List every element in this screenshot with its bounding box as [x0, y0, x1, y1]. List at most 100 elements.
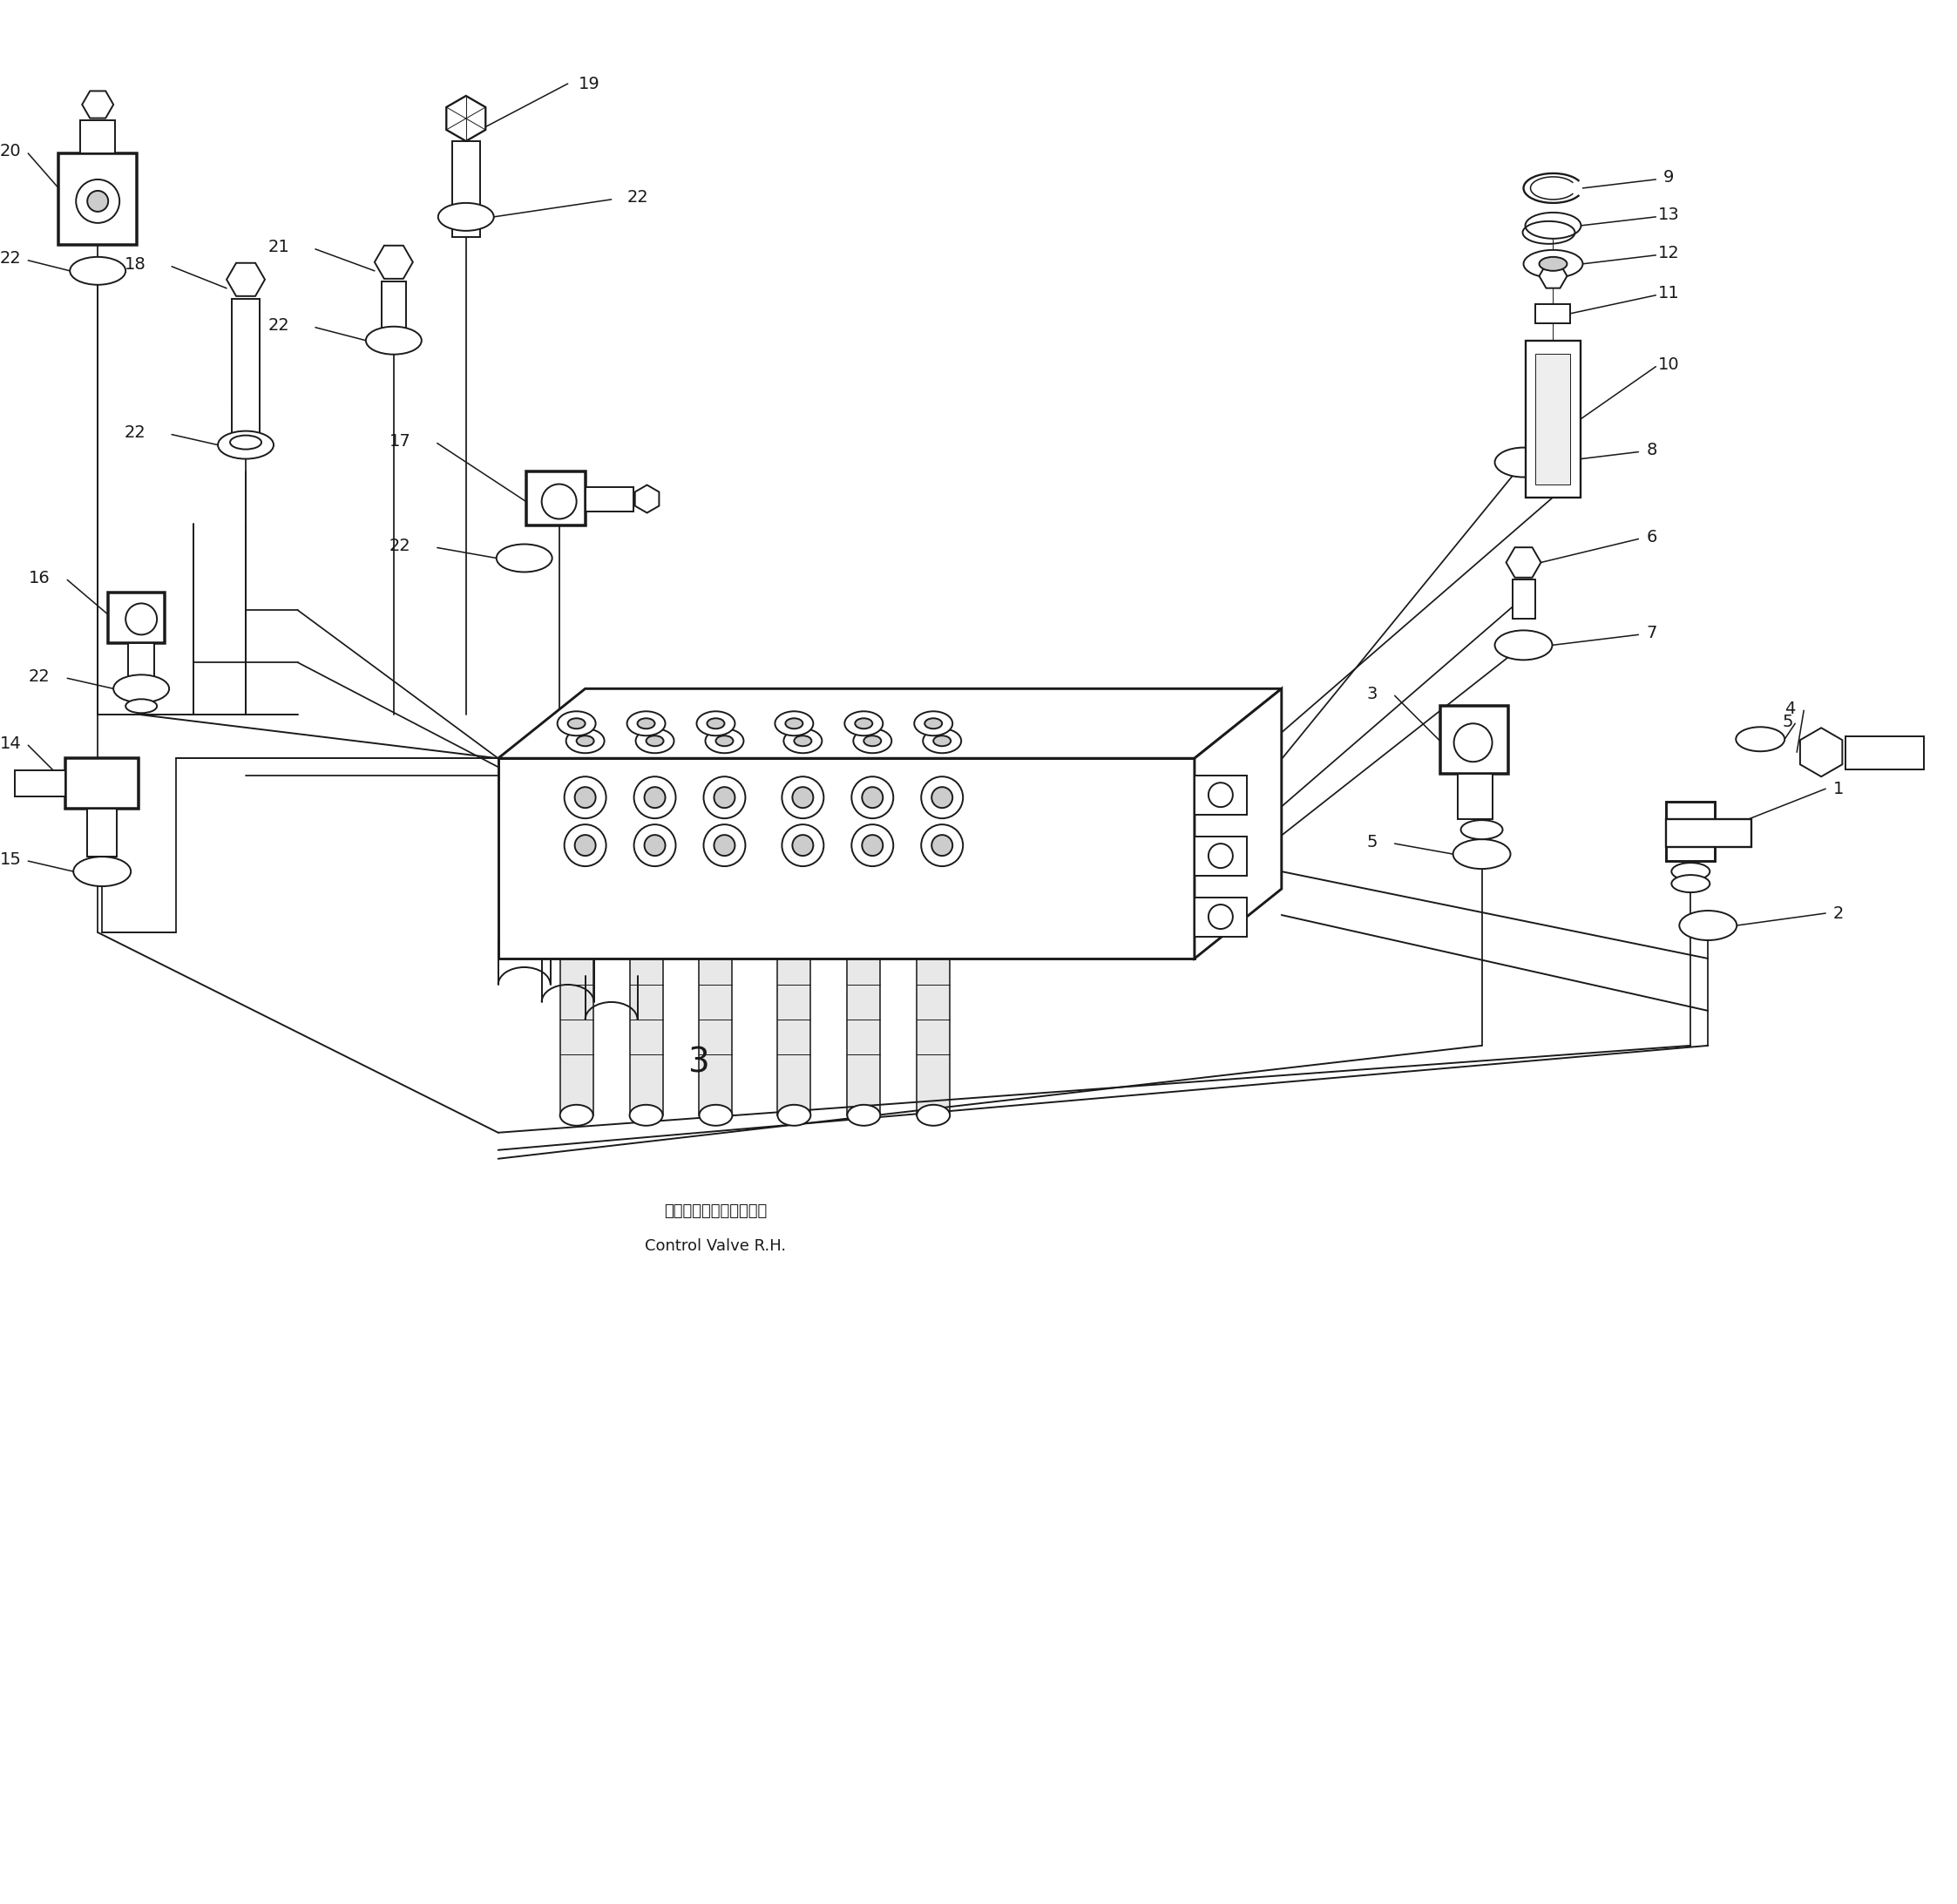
- Text: 22: 22: [389, 537, 411, 554]
- Bar: [1194, 897, 1247, 937]
- Text: 5: 5: [1783, 714, 1793, 729]
- Bar: [1525, 341, 1581, 497]
- Ellipse shape: [699, 1104, 732, 1125]
- Polygon shape: [1194, 689, 1282, 958]
- Ellipse shape: [706, 718, 724, 729]
- Ellipse shape: [847, 1104, 881, 1125]
- Circle shape: [793, 836, 814, 855]
- Ellipse shape: [785, 718, 802, 729]
- Bar: [1458, 775, 1491, 819]
- Circle shape: [1454, 724, 1491, 762]
- Text: 18: 18: [123, 257, 145, 272]
- Circle shape: [564, 824, 607, 866]
- Bar: [67, 758, 139, 809]
- Circle shape: [76, 179, 119, 223]
- Bar: [452, 141, 479, 236]
- Ellipse shape: [636, 729, 673, 754]
- Ellipse shape: [1540, 257, 1568, 270]
- Text: 4: 4: [1785, 701, 1795, 718]
- Bar: [560, 958, 593, 1116]
- Ellipse shape: [497, 545, 552, 571]
- Text: 8: 8: [1646, 442, 1658, 459]
- Bar: [1845, 737, 1924, 769]
- Circle shape: [88, 190, 108, 211]
- Bar: [847, 958, 881, 1116]
- Circle shape: [922, 824, 963, 866]
- Circle shape: [932, 786, 953, 807]
- Bar: [382, 282, 405, 337]
- Circle shape: [705, 824, 746, 866]
- Ellipse shape: [933, 735, 951, 746]
- Text: 22: 22: [0, 249, 22, 267]
- Circle shape: [575, 836, 595, 855]
- Circle shape: [644, 836, 665, 855]
- Ellipse shape: [697, 712, 736, 735]
- Circle shape: [783, 824, 824, 866]
- Circle shape: [542, 484, 577, 520]
- Bar: [916, 958, 949, 1116]
- Bar: [1536, 354, 1571, 484]
- Ellipse shape: [924, 718, 941, 729]
- Text: 22: 22: [123, 425, 145, 442]
- Ellipse shape: [1495, 447, 1552, 478]
- Ellipse shape: [1452, 840, 1511, 868]
- Text: 7: 7: [1646, 625, 1658, 642]
- Polygon shape: [1540, 265, 1568, 288]
- Circle shape: [851, 777, 892, 819]
- Ellipse shape: [125, 699, 157, 714]
- Circle shape: [714, 836, 736, 855]
- Bar: [1194, 775, 1247, 815]
- Ellipse shape: [566, 729, 605, 754]
- Text: 21: 21: [268, 240, 290, 255]
- Polygon shape: [634, 486, 660, 512]
- Ellipse shape: [217, 430, 274, 459]
- Bar: [16, 771, 67, 796]
- Ellipse shape: [775, 712, 814, 735]
- Circle shape: [714, 786, 736, 807]
- Circle shape: [1207, 904, 1233, 929]
- Circle shape: [125, 604, 157, 634]
- Ellipse shape: [795, 735, 812, 746]
- Bar: [777, 958, 810, 1116]
- Ellipse shape: [231, 436, 262, 449]
- Text: Control Valve R.H.: Control Valve R.H.: [646, 1238, 787, 1253]
- Text: 5: 5: [1366, 834, 1378, 851]
- Bar: [1665, 819, 1752, 847]
- Bar: [699, 958, 732, 1116]
- Ellipse shape: [716, 735, 734, 746]
- Text: 22: 22: [268, 318, 290, 333]
- Ellipse shape: [1671, 863, 1710, 880]
- Ellipse shape: [1525, 213, 1581, 238]
- Circle shape: [861, 786, 883, 807]
- Text: 2: 2: [1834, 904, 1843, 922]
- Text: 16: 16: [27, 569, 49, 586]
- Text: 22: 22: [626, 188, 648, 206]
- Ellipse shape: [630, 1104, 663, 1125]
- Bar: [59, 154, 137, 246]
- Ellipse shape: [646, 735, 663, 746]
- Ellipse shape: [74, 857, 131, 885]
- Bar: [585, 487, 632, 510]
- Circle shape: [783, 777, 824, 819]
- Text: 3: 3: [687, 1047, 708, 1080]
- Bar: [108, 592, 164, 644]
- Ellipse shape: [1679, 910, 1736, 941]
- Circle shape: [851, 824, 892, 866]
- Ellipse shape: [577, 735, 593, 746]
- Polygon shape: [499, 689, 1282, 758]
- Bar: [80, 120, 115, 154]
- Bar: [526, 470, 585, 526]
- Text: 10: 10: [1658, 356, 1679, 373]
- Ellipse shape: [914, 712, 953, 735]
- Text: 6: 6: [1646, 529, 1658, 545]
- Text: 22: 22: [27, 668, 49, 685]
- Text: 12: 12: [1658, 246, 1679, 261]
- Text: 19: 19: [579, 76, 601, 91]
- Bar: [1513, 581, 1534, 619]
- Bar: [231, 299, 260, 434]
- Polygon shape: [1507, 546, 1540, 577]
- Text: 15: 15: [0, 851, 22, 868]
- Bar: [1665, 802, 1714, 861]
- Polygon shape: [82, 91, 114, 118]
- Polygon shape: [374, 246, 413, 278]
